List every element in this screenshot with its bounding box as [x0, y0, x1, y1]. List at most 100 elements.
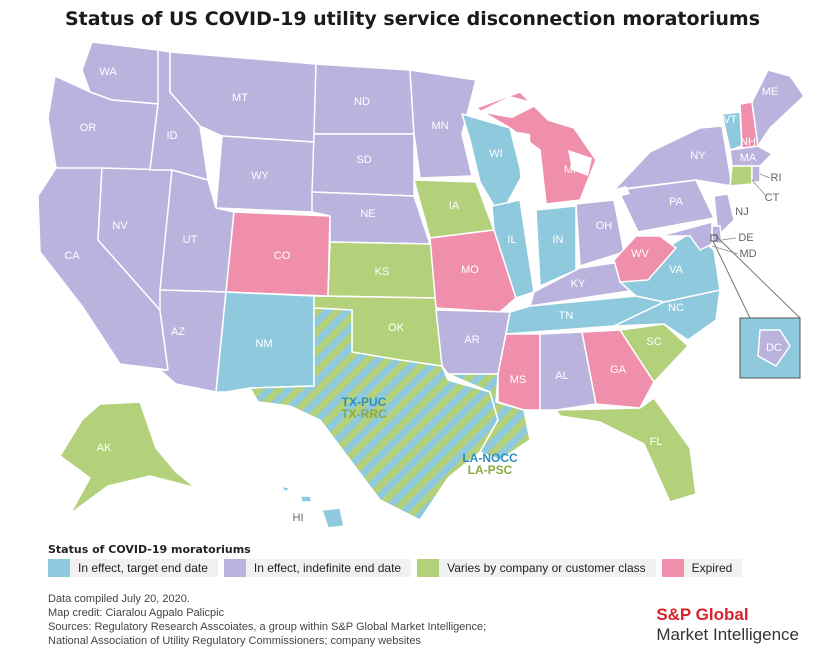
label-OH: OH	[596, 220, 613, 232]
state-CT	[729, 165, 753, 187]
label-MO: MO	[461, 264, 479, 276]
label-CT: CT	[765, 192, 780, 204]
state-MO	[429, 229, 517, 313]
great-lakes	[478, 96, 630, 202]
brand-subname: Market Intelligence	[656, 625, 799, 644]
label-MS: MS	[510, 374, 527, 386]
label-NV: NV	[112, 220, 128, 232]
label-WY: WY	[251, 170, 269, 182]
tx-label-rrc: TX-RRC	[341, 407, 387, 421]
state-DC	[757, 329, 791, 367]
label-VA: VA	[669, 264, 684, 276]
map-title: Status of US COVID-19 utility service di…	[64, 8, 761, 30]
state-SC	[619, 323, 689, 383]
label-MA: MA	[740, 152, 757, 164]
state-MA	[729, 145, 773, 167]
label-OR: OR	[80, 122, 97, 134]
label-ND: ND	[354, 96, 370, 108]
state-FL	[555, 397, 697, 503]
state-LA	[447, 373, 531, 461]
legend: Status of COVID-19 moratoriums In effect…	[48, 543, 788, 577]
label-TN: TN	[559, 310, 574, 322]
label-FL: FL	[650, 436, 663, 448]
label-MD: MD	[739, 248, 756, 260]
legend-item-varies: Varies by company or customer class	[417, 559, 656, 577]
legend-label-varies: Varies by company or customer class	[447, 561, 646, 575]
state-NY	[613, 125, 733, 191]
label-CA: CA	[64, 250, 80, 262]
state-MD	[659, 221, 713, 251]
legend-label-indefinite: In effect, indefinite end date	[253, 561, 402, 575]
label-IA: IA	[449, 200, 460, 212]
la-label-psc: LA-PSC	[468, 463, 513, 477]
dc-inset-connector-2	[716, 236, 801, 319]
label-AR: AR	[464, 334, 479, 346]
label-RI: RI	[771, 172, 782, 184]
footer-line-sources-1: Sources: Regulatory Research Asscoiates,…	[48, 621, 487, 633]
label-WI: WI	[489, 148, 502, 160]
footer-line-date: Data compiled July 20, 2020.	[48, 593, 190, 605]
label-NM: NM	[255, 338, 272, 350]
label-AZ: AZ	[171, 326, 185, 338]
legend-swatch-expired	[661, 559, 684, 577]
state-AZ	[159, 289, 227, 393]
label-CO: CO	[274, 250, 291, 262]
la-label-nocc: LA-NOCC	[462, 451, 518, 465]
legend-row: In effect, target end date In effect, in…	[48, 559, 788, 577]
label-UT: UT	[183, 234, 198, 246]
label-PA: PA	[669, 196, 684, 208]
label-IL: IL	[507, 234, 516, 246]
label-WV: WV	[631, 248, 649, 260]
state-HI-island-2	[299, 495, 313, 503]
state-HI-island-3	[279, 485, 291, 493]
label-WA: WA	[99, 66, 117, 78]
label-NY: NY	[690, 150, 706, 162]
label-OK: OK	[388, 322, 405, 334]
legend-swatch-varies	[417, 559, 440, 577]
label-MN: MN	[431, 120, 448, 132]
label-NE: NE	[360, 208, 375, 220]
brand-name: S&P Global	[656, 605, 749, 624]
state-IL	[491, 199, 535, 299]
legend-swatch-target	[48, 559, 70, 577]
state-GA	[581, 329, 655, 409]
label-MT: MT	[232, 92, 248, 104]
label-ID: ID	[167, 130, 178, 142]
tx-label-puc: TX-PUC	[342, 395, 387, 409]
state-labels: WA OR CA NV ID MT WY UT AZ CO NM ND SD N…	[64, 66, 782, 524]
legend-item-indefinite: In effect, indefinite end date	[223, 559, 412, 577]
state-HI	[321, 507, 345, 529]
state-WV	[613, 235, 677, 283]
label-DC: DC	[766, 342, 782, 354]
dc-marker	[710, 234, 718, 242]
state-RI	[751, 165, 761, 183]
label-NC: NC	[668, 302, 684, 314]
legend-label-target: In effect, target end date	[78, 561, 208, 575]
footer-line-sources-2: National Association of Utility Regulato…	[48, 635, 421, 647]
state-AL	[539, 331, 597, 411]
legend-item-target: In effect, target end date	[48, 559, 218, 577]
leader-lines	[711, 173, 771, 255]
label-MI: MI	[564, 164, 576, 176]
state-TX	[249, 307, 499, 521]
label-NJ: NJ	[735, 206, 748, 218]
label-VT: VT	[723, 114, 737, 126]
legend-item-expired: Expired	[661, 559, 743, 577]
legend-title: Status of COVID-19 moratoriums	[48, 543, 251, 556]
label-NH: NH	[740, 136, 756, 148]
label-GA: GA	[610, 364, 627, 376]
label-AK: AK	[97, 442, 112, 454]
dc-inset-connector	[712, 240, 751, 319]
label-DE: DE	[738, 232, 753, 244]
label-AL: AL	[555, 370, 568, 382]
brand-logo: S&P Global Market Intelligence	[656, 605, 799, 645]
state-ME	[751, 69, 805, 147]
legend-swatch-indefinite	[223, 559, 246, 577]
label-SD: SD	[356, 154, 371, 166]
label-SC: SC	[646, 336, 661, 348]
label-ME: ME	[762, 86, 779, 98]
label-HI: HI	[293, 512, 304, 524]
footer-line-credit: Map credit: Ciaralou Agpalo Palicpic	[48, 607, 225, 619]
label-KS: KS	[375, 266, 390, 278]
